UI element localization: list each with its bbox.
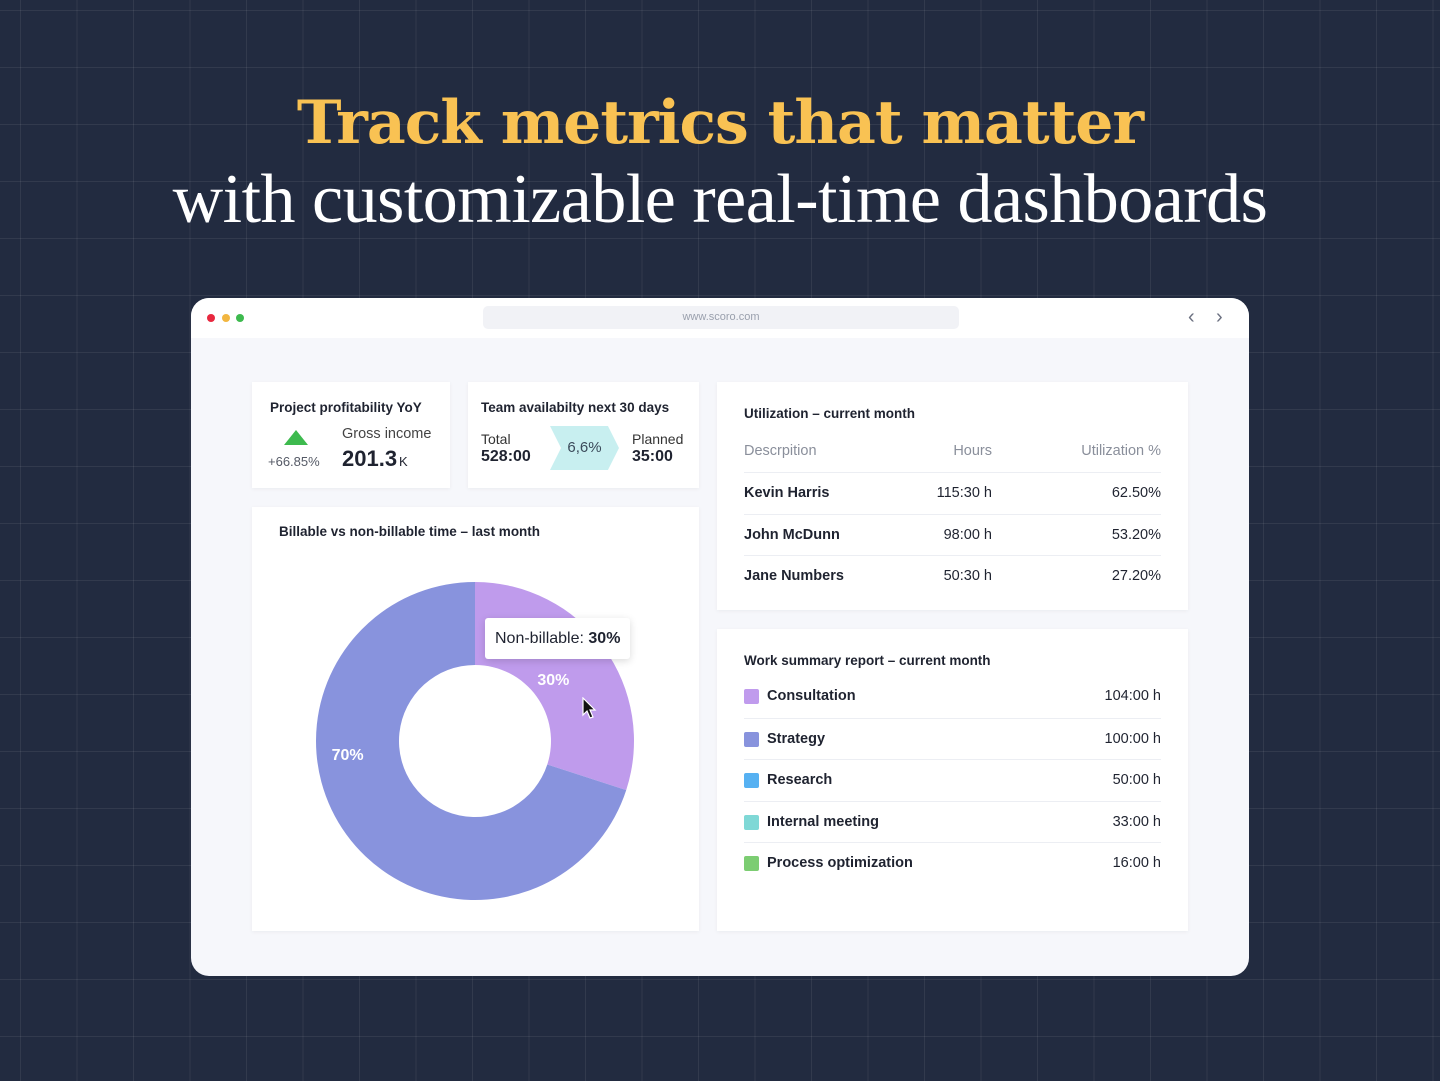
utilization-percent: 62.50%	[1111, 485, 1161, 501]
back-icon[interactable]: ‹	[1188, 306, 1195, 328]
planned-value: 35:00	[632, 448, 673, 465]
activity-hours: 100:00 h	[1104, 730, 1161, 747]
activity-hours: 50:00 h	[1112, 772, 1161, 788]
activity-hours: 16:00 h	[1112, 855, 1161, 871]
availability-percent: 6,6%	[567, 439, 602, 456]
total-label: Total	[481, 431, 511, 447]
activity-name: Process optimization	[767, 855, 913, 871]
col-description: Descrpition	[744, 443, 817, 459]
change-percent: +66.85%	[268, 454, 320, 469]
donut-chart: 30% 70%	[316, 582, 634, 900]
color-swatch	[744, 856, 759, 871]
headline-line1: Track metrics that matter	[296, 88, 1144, 158]
color-swatch	[744, 773, 759, 788]
list-item: Internal meeting 33:00 h	[744, 800, 1161, 842]
list-item: Strategy 100:00 h	[744, 717, 1161, 759]
color-swatch	[744, 814, 759, 830]
gross-income-value: 201.3	[342, 446, 398, 471]
donut-slice-billable[interactable]	[316, 582, 627, 900]
table-row: Kevin Harris 115:30 h 62.50%	[744, 472, 1161, 513]
utilization-percent: 53.20%	[1111, 526, 1161, 543]
utilization-percent: 27.20%	[1111, 568, 1161, 584]
color-swatch	[744, 731, 759, 747]
activity-name: Internal meeting	[767, 813, 879, 830]
tooltip-value: 30%	[588, 630, 621, 647]
person-name: Kevin Harris	[744, 485, 830, 501]
planned-label: Planned	[632, 431, 684, 447]
gross-income-label: Gross income	[342, 426, 432, 442]
trend-up-icon	[284, 430, 308, 445]
activity-name: Consultation	[767, 688, 856, 704]
work-summary-card: Work summary report – current month Cons…	[717, 629, 1188, 931]
card-title: Project profitability YoY	[270, 400, 422, 415]
profitability-card: Project profitability YoY +66.85% Gross …	[252, 382, 450, 488]
donut-card: Billable vs non-billable time – last mon…	[252, 507, 699, 931]
slice-label: 30%	[537, 672, 569, 689]
address-bar[interactable]: www.scoro.com	[483, 306, 959, 329]
person-name: Jane Numbers	[744, 568, 844, 584]
table-row: Jane Numbers 50:30 h 27.20%	[744, 555, 1161, 596]
browser-window: www.scoro.com ‹ › Project profitability …	[191, 298, 1249, 976]
table-row: John McDunn 98:00 h 53.20%	[744, 513, 1161, 555]
tooltip-label: Non-billable:	[495, 630, 584, 647]
card-title: Billable vs non-billable time – last mon…	[279, 524, 541, 539]
card-title: Work summary report – current month	[744, 653, 991, 668]
list-item: Process optimization 16:00 h	[744, 842, 1161, 883]
card-title: Utilization – current month	[744, 406, 916, 421]
close-dot[interactable]	[207, 314, 215, 322]
forward-icon[interactable]: ›	[1216, 306, 1223, 328]
list-item: Consultation 104:00 h	[744, 676, 1161, 717]
availability-card: Team availabilty next 30 days Total 528:…	[468, 382, 699, 488]
maximize-dot[interactable]	[236, 314, 244, 322]
gross-income-unit: K	[399, 454, 408, 469]
cursor-icon	[582, 697, 597, 719]
person-name: John McDunn	[744, 526, 840, 543]
col-hours: Hours	[953, 443, 992, 459]
col-utilization: Utilization %	[1081, 443, 1161, 459]
total-value: 528:00	[481, 448, 531, 465]
list-item: Research 50:00 h	[744, 759, 1161, 800]
activity-name: Strategy	[767, 730, 826, 747]
card-title: Team availabilty next 30 days	[481, 400, 670, 415]
percent-chevron	[550, 426, 619, 470]
color-swatch	[744, 689, 759, 704]
hours: 98:00 h	[943, 526, 992, 543]
chart-tooltip: Non-billable: 30%	[485, 618, 631, 659]
hours: 50:30 h	[943, 568, 992, 584]
browser-toolbar: www.scoro.com ‹ ›	[191, 298, 1249, 338]
activity-hours: 104:00 h	[1104, 688, 1161, 704]
utilization-card: Utilization – current month Descrpition …	[717, 382, 1188, 610]
hours: 115:30 h	[936, 485, 992, 501]
slice-label: 70%	[332, 747, 364, 764]
activity-name: Research	[767, 772, 833, 788]
headline-line2: with customizable real-time dashboards	[172, 161, 1268, 238]
minimize-dot[interactable]	[222, 314, 230, 322]
activity-hours: 33:00 h	[1112, 813, 1161, 830]
